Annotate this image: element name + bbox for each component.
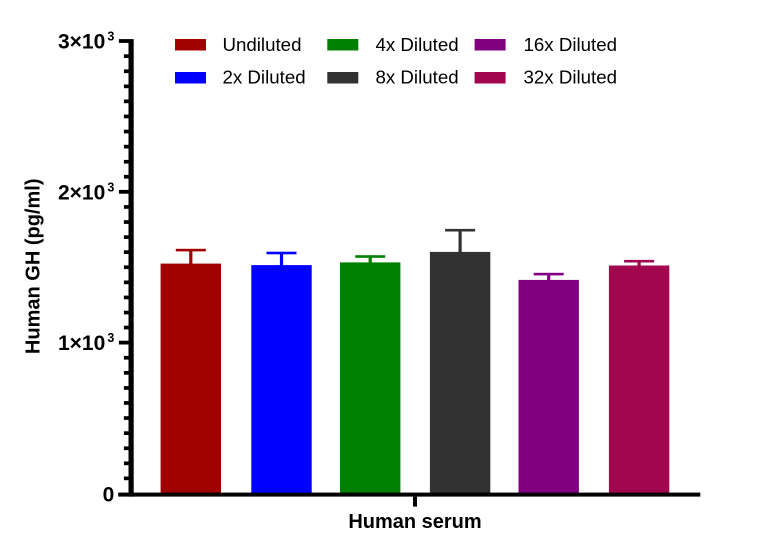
svg-text:16x Diluted: 16x Diluted [524,34,618,55]
svg-text:3: 3 [107,180,114,194]
svg-text:3×10: 3×10 [58,31,105,54]
svg-text:8x Diluted: 8x Diluted [376,66,459,87]
svg-text:Undiluted: Undiluted [223,34,302,55]
svg-text:3: 3 [107,30,114,44]
svg-text:Human GH (pg/ml): Human GH (pg/ml) [23,179,45,355]
svg-text:3: 3 [107,331,114,345]
svg-text:32x Diluted: 32x Diluted [524,66,618,87]
svg-text:4x Diluted: 4x Diluted [376,34,459,55]
svg-text:1×10: 1×10 [58,332,105,355]
svg-text:2×10: 2×10 [58,181,105,204]
svg-text:Human serum: Human serum [348,511,481,533]
svg-text:2x Diluted: 2x Diluted [223,66,306,87]
svg-text:0: 0 [103,484,115,507]
